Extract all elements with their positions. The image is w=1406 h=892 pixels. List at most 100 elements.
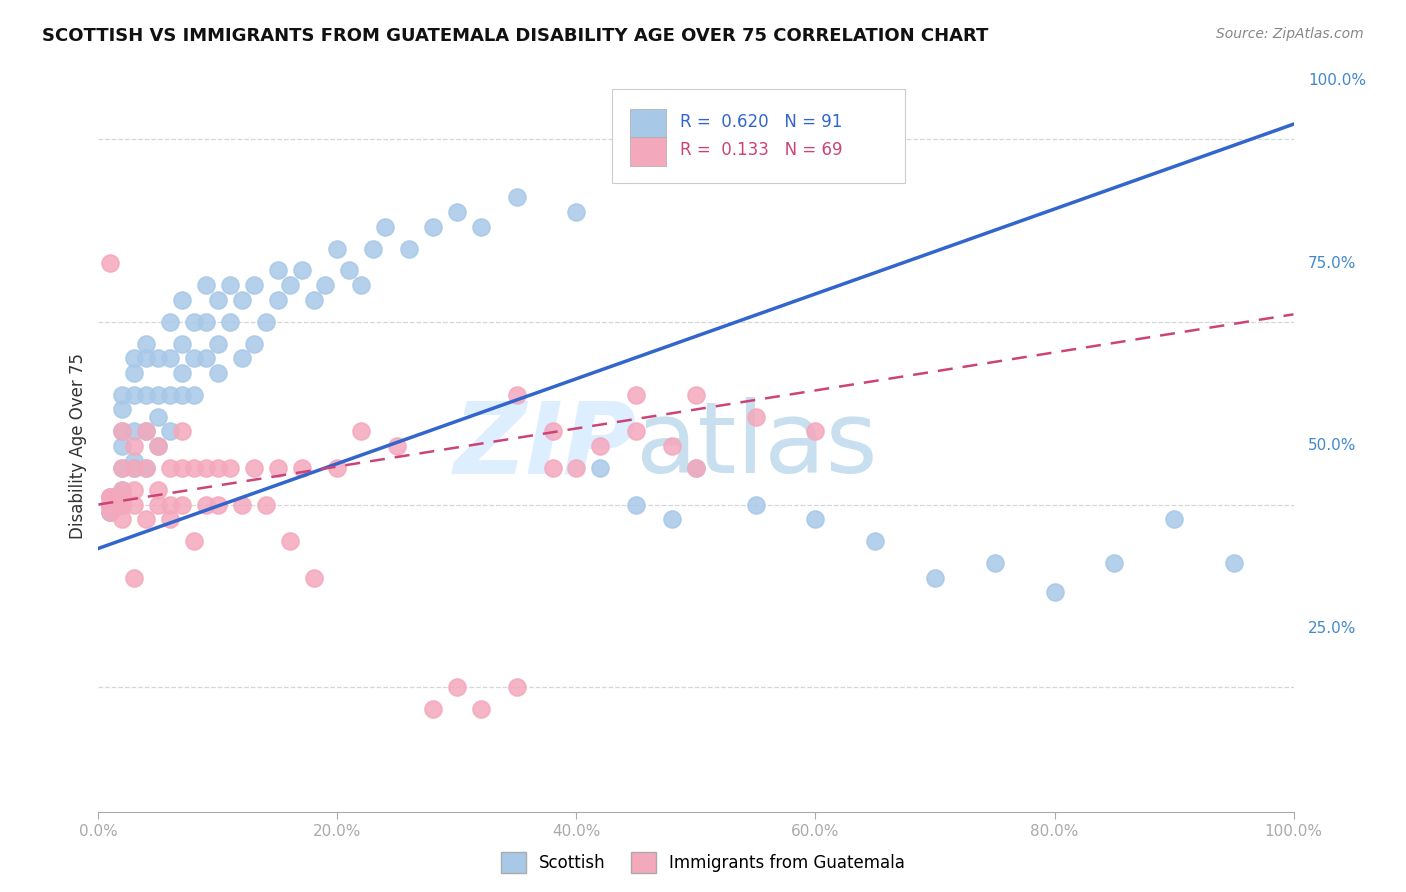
- Point: [98, 505, 122, 519]
- Point: [207, 366, 229, 380]
- Point: [219, 278, 242, 293]
- Point: [804, 512, 827, 526]
- Point: [98, 505, 122, 519]
- Point: [124, 439, 146, 453]
- Point: [374, 219, 396, 234]
- Point: [98, 498, 122, 512]
- Point: [745, 409, 768, 424]
- Point: [589, 461, 612, 475]
- Point: [254, 315, 277, 329]
- Point: [626, 388, 648, 402]
- Point: [159, 315, 181, 329]
- Point: [984, 556, 1007, 570]
- Point: [363, 242, 385, 256]
- Point: [183, 315, 205, 329]
- Point: [148, 439, 170, 453]
- Point: [98, 498, 122, 512]
- Point: [111, 490, 134, 504]
- Point: [207, 293, 229, 307]
- Point: [98, 498, 122, 512]
- Point: [98, 490, 122, 504]
- Point: [446, 205, 468, 219]
- Point: [267, 293, 290, 307]
- Point: [111, 498, 134, 512]
- Point: [159, 351, 181, 366]
- Point: [111, 498, 134, 512]
- Point: [98, 498, 122, 512]
- Point: [98, 498, 122, 512]
- Point: [685, 461, 707, 475]
- Point: [506, 388, 529, 402]
- Text: 50.0%: 50.0%: [1308, 439, 1357, 453]
- Point: [685, 388, 707, 402]
- Point: [98, 498, 122, 512]
- Point: [159, 461, 181, 475]
- Point: [159, 512, 181, 526]
- Point: [135, 461, 157, 475]
- Point: [159, 498, 181, 512]
- Point: [98, 490, 122, 504]
- Point: [135, 425, 157, 439]
- Point: [172, 366, 194, 380]
- Point: [124, 498, 146, 512]
- Point: [183, 534, 205, 549]
- Point: [98, 498, 122, 512]
- Point: [98, 498, 122, 512]
- Point: [207, 336, 229, 351]
- Point: [98, 490, 122, 504]
- Point: [326, 242, 349, 256]
- Point: [339, 263, 361, 277]
- Point: [172, 425, 194, 439]
- Point: [111, 498, 134, 512]
- Point: [278, 534, 301, 549]
- Point: [111, 461, 134, 475]
- Point: [148, 351, 170, 366]
- Point: [172, 461, 194, 475]
- Point: [243, 278, 266, 293]
- Point: [124, 351, 146, 366]
- Point: [326, 461, 349, 475]
- Text: R =  0.620   N = 91: R = 0.620 N = 91: [681, 113, 842, 131]
- Point: [98, 490, 122, 504]
- Point: [172, 388, 194, 402]
- Point: [278, 278, 301, 293]
- Point: [302, 293, 325, 307]
- Text: 25.0%: 25.0%: [1308, 622, 1357, 636]
- Point: [924, 571, 946, 585]
- Point: [291, 263, 314, 277]
- Point: [231, 293, 253, 307]
- Point: [291, 461, 314, 475]
- Point: [422, 702, 444, 716]
- FancyBboxPatch shape: [630, 109, 666, 138]
- Point: [385, 439, 409, 453]
- Point: [111, 425, 134, 439]
- Point: [98, 498, 122, 512]
- Point: [267, 461, 290, 475]
- Point: [98, 498, 122, 512]
- Point: [98, 498, 122, 512]
- Point: [661, 439, 683, 453]
- Point: [148, 483, 170, 497]
- Y-axis label: Disability Age Over 75: Disability Age Over 75: [69, 353, 87, 539]
- Point: [470, 219, 492, 234]
- Point: [506, 190, 529, 204]
- Point: [124, 461, 146, 475]
- Point: [98, 505, 122, 519]
- Point: [111, 425, 134, 439]
- Point: [148, 498, 170, 512]
- Text: R =  0.133   N = 69: R = 0.133 N = 69: [681, 141, 844, 159]
- Point: [195, 315, 218, 329]
- Point: [124, 388, 146, 402]
- Point: [243, 461, 266, 475]
- Point: [111, 512, 134, 526]
- Point: [231, 351, 253, 366]
- Point: [148, 388, 170, 402]
- Point: [470, 702, 492, 716]
- Point: [135, 512, 157, 526]
- Point: [267, 263, 290, 277]
- Point: [172, 336, 194, 351]
- Text: atlas: atlas: [637, 398, 877, 494]
- Point: [565, 205, 588, 219]
- Point: [124, 425, 146, 439]
- Point: [541, 425, 564, 439]
